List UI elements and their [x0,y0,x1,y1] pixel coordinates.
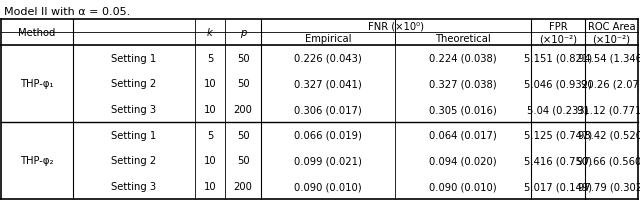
Text: p: p [240,28,246,38]
Text: 5.151 (0.821): 5.151 (0.821) [524,54,592,64]
Text: 10: 10 [204,79,216,89]
Text: Method: Method [19,28,56,38]
Text: 10: 10 [204,181,216,191]
Text: FPR: FPR [548,21,567,31]
Text: 0.305 (0.016): 0.305 (0.016) [429,105,497,115]
Text: 0.090 (0.010): 0.090 (0.010) [429,181,497,191]
Text: (×10⁻²): (×10⁻²) [539,34,577,44]
Text: 94.54 (1.346): 94.54 (1.346) [577,54,640,64]
Text: 50: 50 [237,156,250,166]
Text: 0.099 (0.021): 0.099 (0.021) [294,156,362,166]
Text: k: k [207,28,213,38]
Text: 0.064 (0.017): 0.064 (0.017) [429,130,497,140]
Text: 97.79 (0.302): 97.79 (0.302) [577,181,640,191]
Text: 0.306 (0.017): 0.306 (0.017) [294,105,362,115]
Text: 0.327 (0.038): 0.327 (0.038) [429,79,497,89]
Text: 0.090 (0.010): 0.090 (0.010) [294,181,362,191]
Text: 0.066 (0.019): 0.066 (0.019) [294,130,362,140]
Text: Theoretical: Theoretical [435,34,491,44]
Text: Setting 3: Setting 3 [111,105,157,115]
Text: 200: 200 [234,105,252,115]
Text: 90.26 (2.07): 90.26 (2.07) [580,79,640,89]
Text: 50: 50 [237,130,250,140]
Text: 5.017 (0.149): 5.017 (0.149) [524,181,592,191]
Text: 5: 5 [207,54,213,64]
Text: Model II with α = 0.05.: Model II with α = 0.05. [4,7,131,17]
Text: 10: 10 [204,156,216,166]
Text: Setting 1: Setting 1 [111,130,157,140]
Text: 5.416 (0.750): 5.416 (0.750) [524,156,592,166]
Text: THP-φ₂: THP-φ₂ [20,156,54,166]
Text: 98.42 (0.520): 98.42 (0.520) [577,130,640,140]
Text: 5.125 (0.747): 5.125 (0.747) [524,130,592,140]
Text: 0.327 (0.041): 0.327 (0.041) [294,79,362,89]
Text: ROC Area: ROC Area [588,21,636,31]
Text: FNR (×10⁰): FNR (×10⁰) [368,21,424,31]
Text: THP-φ₁: THP-φ₁ [20,79,54,89]
Text: 91.12 (0.771): 91.12 (0.771) [577,105,640,115]
Text: 200: 200 [234,181,252,191]
Text: 97.66 (0.560): 97.66 (0.560) [577,156,640,166]
Text: 50: 50 [237,54,250,64]
Text: Setting 1: Setting 1 [111,54,157,64]
Text: 0.226 (0.043): 0.226 (0.043) [294,54,362,64]
Text: 5.046 (0.932): 5.046 (0.932) [524,79,592,89]
Text: Setting 2: Setting 2 [111,79,157,89]
Text: (×10⁻²): (×10⁻²) [593,34,630,44]
Text: 0.224 (0.038): 0.224 (0.038) [429,54,497,64]
Text: 0.094 (0.020): 0.094 (0.020) [429,156,497,166]
Text: Setting 3: Setting 3 [111,181,157,191]
Text: 5: 5 [207,130,213,140]
Text: 10: 10 [204,105,216,115]
Text: 5.04 (0.233): 5.04 (0.233) [527,105,589,115]
Text: Empirical: Empirical [305,34,351,44]
Text: 50: 50 [237,79,250,89]
Text: Setting 2: Setting 2 [111,156,157,166]
